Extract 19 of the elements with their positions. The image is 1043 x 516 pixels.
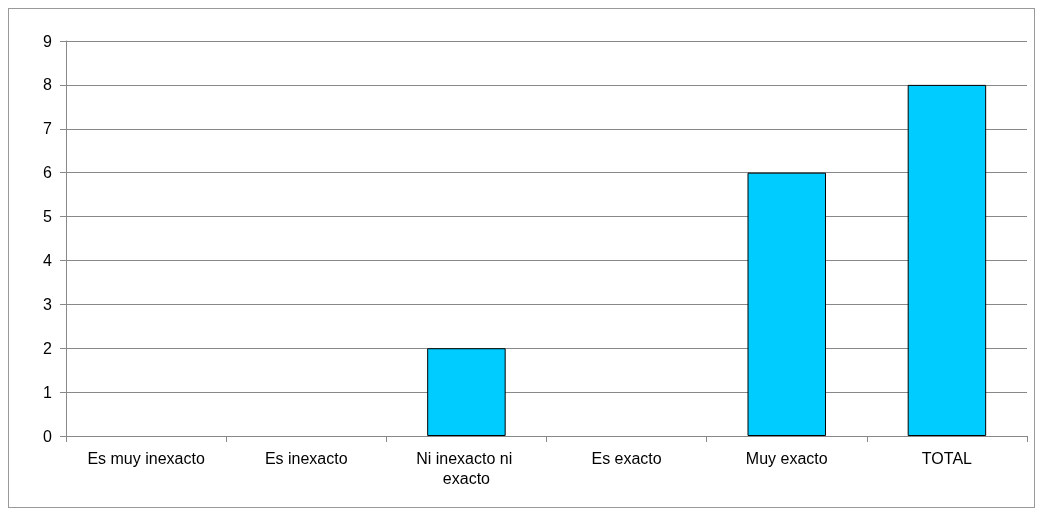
y-tick-label: 8 [43,76,53,94]
y-tick-label: 3 [43,295,53,313]
y-tick-label: 0 [43,427,53,445]
x-tick-label: Es exacto [591,449,662,467]
bar [427,348,506,436]
y-tick-label: 4 [43,251,53,269]
y-tick-label: 9 [43,32,53,50]
y-tick-label: 5 [43,208,53,226]
y-tick-label: 7 [43,120,53,138]
x-tick-label: Muy exacto [745,449,828,467]
x-tick-label: TOTAL [921,449,973,467]
x-tick-label: Es inexacto [264,449,348,467]
y-tick-label: 1 [43,383,53,401]
bar [747,172,826,436]
y-tick-label: 2 [43,339,53,357]
bar [907,84,987,436]
x-tick-label: Ni inexacto ni exacto [416,449,517,487]
x-tick-label: Es muy inexacto [87,449,205,467]
y-tick-label: 6 [43,164,53,182]
